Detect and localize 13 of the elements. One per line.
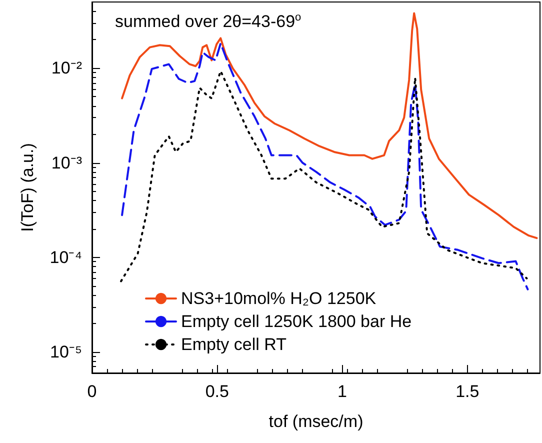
y-axis-title: I(ToF) (a.u.) bbox=[18, 143, 37, 232]
legend-label: Empty cell 1250K 1800 bar He bbox=[181, 312, 412, 331]
legend-label: NS3+10mol% H₂O 1250K bbox=[181, 289, 377, 308]
x-tick-label: 0 bbox=[87, 382, 97, 401]
x-tick-label: 0.5 bbox=[205, 382, 229, 401]
y-tick-label: 10⁻⁴ bbox=[50, 248, 82, 267]
x-tick-label: 1 bbox=[338, 382, 348, 401]
y-tick-label: 10⁻³ bbox=[51, 153, 82, 172]
y-tick-label: 10⁻⁵ bbox=[50, 342, 82, 362]
x-axis-title: tof (msec/m) bbox=[268, 412, 364, 431]
legend-label: Empty cell RT bbox=[181, 335, 286, 354]
y-tick-label: 10⁻² bbox=[51, 58, 82, 78]
x-tick-label: 1.5 bbox=[456, 382, 480, 401]
